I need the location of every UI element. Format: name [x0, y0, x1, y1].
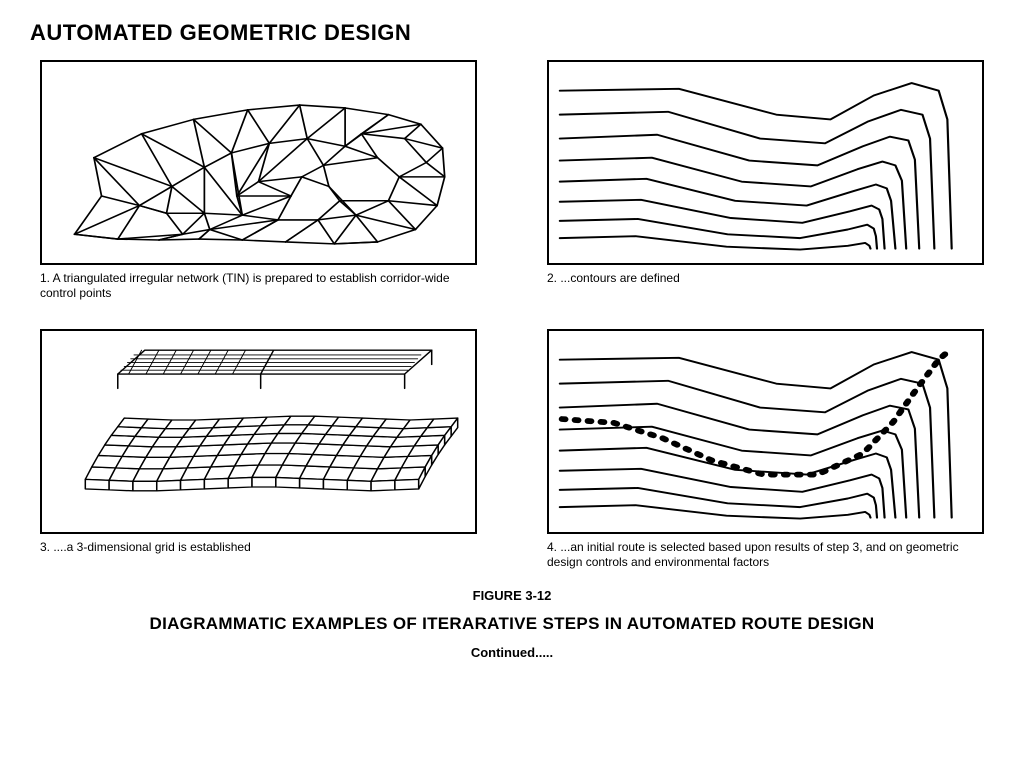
panel-grid: 1. A triangulated irregular network (TIN… — [40, 60, 984, 570]
panel-1-caption: 1. A triangulated irregular network (TIN… — [40, 271, 460, 301]
panel-2: 2. ...contours are defined — [547, 60, 984, 301]
continued-label: Continued..... — [30, 645, 994, 660]
panel-4-caption: 4. ...an initial route is selected based… — [547, 540, 967, 570]
route-diagram — [549, 331, 982, 532]
panel-3-caption: 3. ....a 3-dimensional grid is establish… — [40, 540, 460, 555]
panel-1-box — [40, 60, 477, 265]
figure-title: DIAGRAMMATIC EXAMPLES OF ITERARATIVE STE… — [122, 613, 902, 635]
page: AUTOMATED GEOMETRIC DESIGN 1. A triangul… — [0, 0, 1024, 768]
tin-diagram — [42, 62, 475, 263]
figure-footer: FIGURE 3-12 DIAGRAMMATIC EXAMPLES OF ITE… — [30, 588, 994, 660]
figure-label: FIGURE 3-12 — [30, 588, 994, 603]
contour-diagram — [549, 62, 982, 263]
panel-4: 4. ...an initial route is selected based… — [547, 329, 984, 570]
panel-1: 1. A triangulated irregular network (TIN… — [40, 60, 477, 301]
panel-3: 3. ....a 3-dimensional grid is establish… — [40, 329, 477, 570]
grid-diagram — [42, 331, 475, 532]
panel-2-box — [547, 60, 984, 265]
panel-3-box — [40, 329, 477, 534]
panel-2-caption: 2. ...contours are defined — [547, 271, 967, 286]
panel-4-box — [547, 329, 984, 534]
page-title: AUTOMATED GEOMETRIC DESIGN — [30, 20, 994, 46]
